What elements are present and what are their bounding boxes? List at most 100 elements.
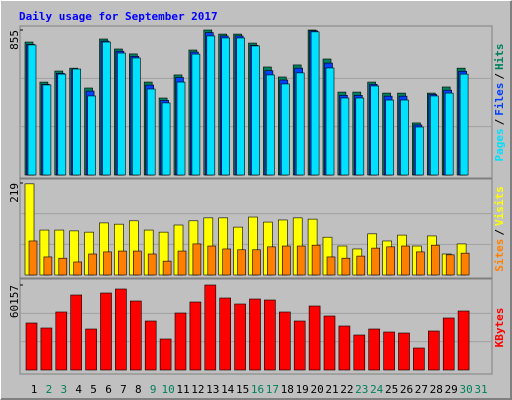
- x-tick-label: 2: [46, 383, 53, 396]
- bar: [386, 246, 395, 276]
- bar: [191, 53, 201, 176]
- bar: [400, 99, 409, 176]
- bar: [161, 102, 171, 176]
- bar: [100, 292, 112, 371]
- bar: [146, 88, 156, 176]
- x-tick-label: 11: [176, 383, 189, 396]
- bar: [192, 243, 202, 276]
- bar: [237, 249, 246, 276]
- bar: [40, 327, 53, 371]
- y-tick-label: 60157: [8, 285, 21, 318]
- bar: [204, 284, 217, 371]
- bar: [219, 297, 231, 371]
- x-tick-label: 8: [135, 383, 142, 396]
- bar: [70, 294, 82, 371]
- bar: [118, 250, 127, 276]
- bar: [57, 73, 67, 176]
- legend-entry: Visits: [493, 186, 506, 226]
- x-tick-label: 29: [445, 383, 458, 396]
- bar: [266, 74, 275, 176]
- x-tick-label: 26: [400, 383, 413, 396]
- bar: [176, 81, 186, 176]
- bar: [234, 303, 246, 371]
- bar: [144, 320, 157, 371]
- bar: [385, 99, 394, 176]
- bar: [252, 249, 261, 276]
- bar: [43, 256, 53, 276]
- bar: [295, 72, 305, 176]
- x-tick-label: 20: [310, 383, 323, 396]
- bar: [355, 97, 365, 176]
- bar: [368, 328, 381, 371]
- bar: [72, 68, 81, 176]
- bar: [189, 301, 202, 371]
- bar: [251, 45, 260, 176]
- x-tick-label: 27: [415, 383, 428, 396]
- bar: [398, 332, 410, 371]
- x-tick-label: 24: [370, 383, 384, 396]
- chart-title: Daily usage for September 2017: [19, 10, 218, 23]
- bar: [442, 317, 455, 371]
- bar: [353, 334, 366, 371]
- bar: [296, 245, 306, 276]
- bar: [117, 52, 126, 176]
- bar: [427, 330, 440, 371]
- x-tick-label: 5: [90, 383, 97, 396]
- bar: [444, 92, 454, 176]
- legend-separator: /: [493, 73, 506, 80]
- x-tick-label: 21: [325, 383, 338, 396]
- bar: [459, 73, 469, 176]
- legend: Pages / Files / Hits: [493, 44, 506, 162]
- bar: [27, 44, 37, 176]
- bar: [311, 244, 321, 276]
- bar: [115, 288, 127, 371]
- x-tick-label: 23: [355, 383, 368, 396]
- bar: [323, 315, 336, 371]
- bar: [87, 95, 96, 176]
- bar: [413, 347, 425, 371]
- bar: [280, 83, 290, 176]
- bar: [267, 246, 276, 276]
- bar: [174, 312, 187, 371]
- bar: [310, 31, 320, 176]
- bar: [103, 251, 112, 276]
- bar: [383, 331, 395, 371]
- bar: [25, 322, 38, 371]
- x-tick-label: 13: [206, 383, 219, 396]
- bar: [42, 84, 52, 176]
- x-tick-label: 30: [459, 383, 472, 396]
- legend: KBytes: [493, 308, 506, 348]
- x-tick-label: 15: [236, 383, 249, 396]
- legend-entry: Sites: [493, 239, 506, 272]
- bar: [85, 328, 97, 371]
- bar: [58, 257, 68, 276]
- x-tick-label: 22: [340, 383, 353, 396]
- bar: [132, 57, 141, 176]
- bar: [415, 126, 424, 176]
- bar: [133, 250, 142, 276]
- legend-entry: Files: [493, 83, 506, 116]
- bar: [460, 252, 470, 276]
- legend: Sites / Visits: [493, 186, 506, 272]
- x-tick-label: 31: [474, 383, 487, 396]
- x-tick-label: 16: [251, 383, 264, 396]
- bar: [221, 37, 230, 176]
- y-tick-label: 855: [8, 30, 21, 50]
- bar: [341, 257, 351, 276]
- x-tick-label: 4: [75, 383, 82, 396]
- x-tick-label: 14: [221, 383, 235, 396]
- x-tick-label: 3: [60, 383, 67, 396]
- x-tick-label: 12: [191, 383, 204, 396]
- bar: [293, 320, 306, 371]
- bar: [325, 67, 335, 176]
- x-tick-label: 19: [296, 383, 309, 396]
- bar: [445, 254, 455, 276]
- x-tick-label: 7: [120, 383, 127, 396]
- bar: [281, 245, 291, 276]
- bar: [162, 260, 172, 276]
- bar: [147, 253, 157, 276]
- bar: [249, 298, 261, 371]
- x-tick-label: 9: [150, 383, 157, 396]
